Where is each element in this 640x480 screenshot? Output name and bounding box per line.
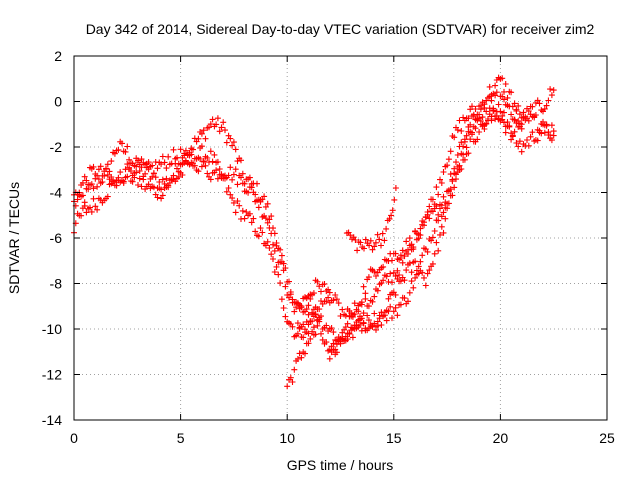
y-tick-label: -12 [42,367,62,383]
y-tick-label: -2 [50,139,63,155]
series-points [343,185,399,254]
y-tick-label: -10 [42,321,62,337]
x-tick-label: 20 [493,430,509,446]
y-tick-label: 0 [54,94,62,110]
x-axis-label: GPS time / hours [287,457,394,473]
y-tick-label: -8 [50,276,63,292]
y-tick-label: -6 [50,230,63,246]
data-series [71,74,557,390]
series-points [326,89,525,362]
axis-ticks: 0 5 10 15 20 25 -14 -12 -10 -8 -6 -4 -2 0 2 [42,48,615,446]
x-tick-label: 15 [386,430,402,446]
y-tick-label: -4 [50,185,63,201]
x-tick-label: 10 [279,430,295,446]
series-trace-8 [343,185,399,254]
y-tick-label: 2 [54,48,62,64]
chart-title: Day 342 of 2014, Sidereal Day-to-day VTE… [86,21,595,37]
x-tick-label: 5 [177,430,185,446]
series-trace-6 [305,108,557,344]
y-tick-label: -14 [42,412,62,428]
series-points [284,74,557,390]
y-axis-label: SDTVAR / TECUs [6,182,22,294]
series-trace-4 [284,74,557,390]
x-tick-label: 0 [70,430,78,446]
series-points [305,108,557,344]
series-trace-7 [326,89,525,362]
x-tick-label: 25 [599,430,615,446]
